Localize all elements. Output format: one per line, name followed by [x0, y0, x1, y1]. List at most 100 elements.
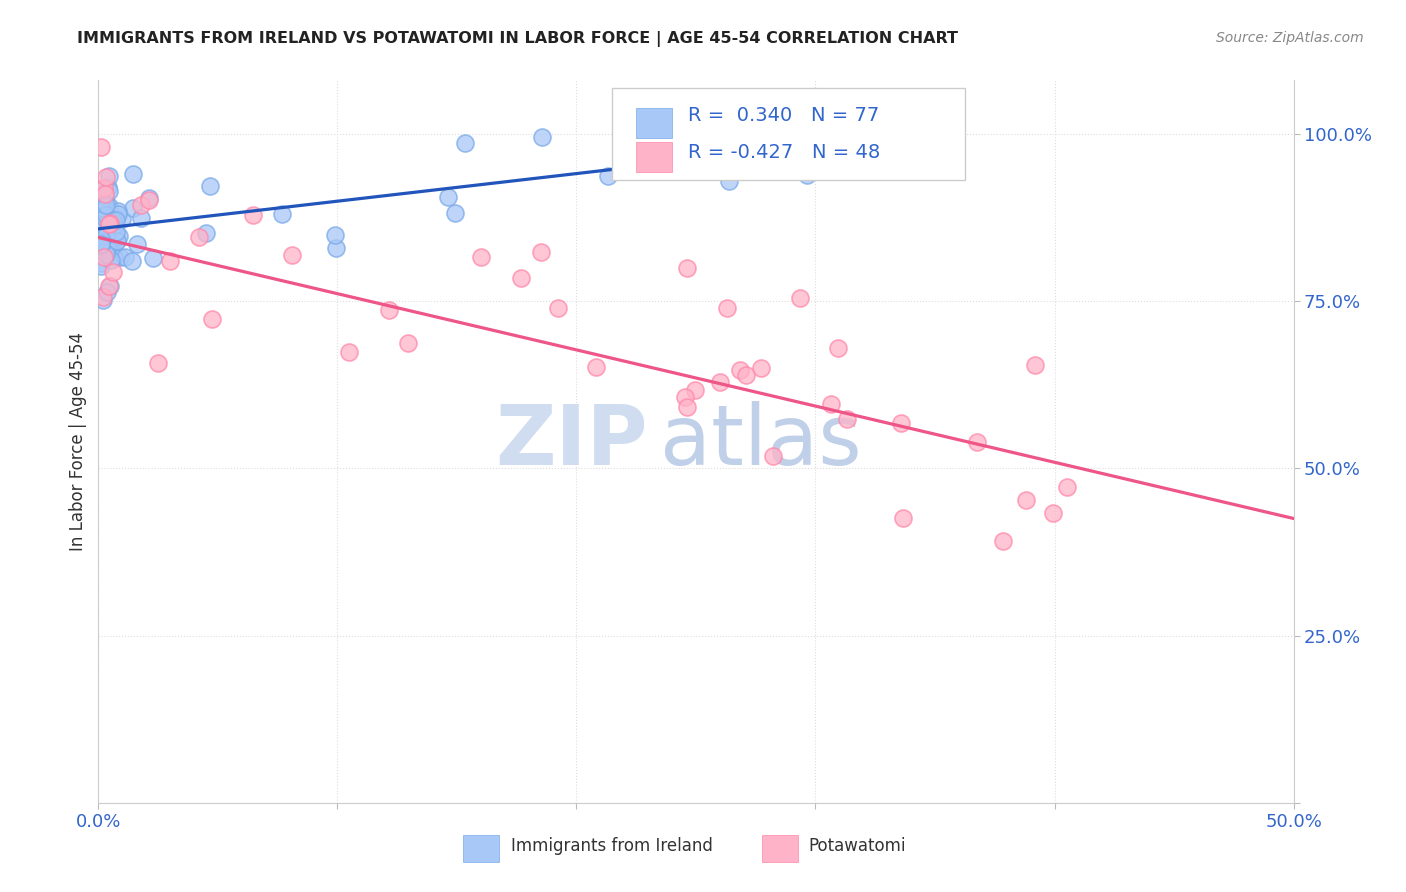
Text: ZIP: ZIP [496, 401, 648, 482]
Point [98, 169, 121, 184]
Text: Source: ZipAtlas.com: Source: ZipAtlas.com [1216, 31, 1364, 45]
Point [443, 206, 465, 220]
Point [789, 291, 811, 305]
Point [96, 285, 118, 299]
Point [585, 359, 607, 374]
Point [90, 238, 112, 252]
Point [1015, 493, 1038, 508]
Point [683, 383, 706, 397]
Point [104, 213, 127, 227]
Point [111, 212, 134, 227]
Point [97, 202, 120, 217]
Point [94, 202, 117, 217]
Point [101, 265, 124, 279]
Point [98, 199, 121, 213]
Point [1042, 507, 1064, 521]
Point [93, 211, 115, 225]
Point [98, 234, 121, 248]
Text: atlas: atlas [661, 401, 862, 482]
Point [159, 254, 181, 268]
Point [377, 303, 399, 318]
Point [1024, 358, 1046, 372]
Point [100, 252, 122, 267]
Point [91, 231, 114, 245]
Point [1056, 480, 1078, 494]
Point [96, 247, 118, 261]
Point [107, 204, 129, 219]
Y-axis label: In Labor Force | Age 45-54: In Labor Force | Age 45-54 [69, 332, 87, 551]
Text: IMMIGRANTS FROM IRELAND VS POTAWATOMI IN LABOR FORCE | AGE 45-54 CORRELATION CHA: IMMIGRANTS FROM IRELAND VS POTAWATOMI IN… [77, 31, 959, 47]
Point [270, 207, 292, 221]
Point [242, 208, 264, 222]
Point [148, 356, 170, 370]
Point [717, 174, 740, 188]
Point [98, 184, 121, 198]
FancyBboxPatch shape [762, 835, 797, 862]
Point [98, 217, 121, 231]
Point [105, 225, 128, 239]
Point [90, 205, 112, 219]
Point [827, 341, 849, 355]
Point [94, 227, 117, 242]
Point [676, 400, 699, 414]
Point [90, 236, 112, 251]
Point [90, 183, 112, 197]
Point [396, 336, 419, 351]
Point [96, 242, 118, 256]
Point [837, 412, 859, 426]
Point [100, 235, 122, 249]
Point [90, 259, 112, 273]
Point [114, 250, 136, 264]
Point [734, 368, 756, 382]
Point [101, 214, 124, 228]
Point [281, 248, 304, 262]
Point [103, 250, 125, 264]
Point [94, 186, 117, 201]
Point [105, 234, 128, 248]
Point [93, 234, 115, 248]
Point [530, 245, 553, 260]
Point [966, 434, 988, 449]
Point [93, 251, 115, 265]
Point [91, 290, 114, 304]
Point [103, 219, 125, 233]
Point [97, 238, 120, 252]
Point [598, 169, 620, 183]
Point [97, 179, 120, 194]
Point [194, 226, 217, 240]
Point [325, 227, 347, 242]
Point [108, 228, 131, 243]
Point [97, 278, 120, 293]
Point [104, 211, 127, 225]
Point [90, 204, 112, 219]
FancyBboxPatch shape [463, 835, 499, 862]
Point [803, 131, 825, 145]
Point [510, 271, 533, 285]
Point [125, 237, 148, 252]
Point [547, 301, 569, 315]
FancyBboxPatch shape [637, 108, 672, 138]
Point [121, 167, 143, 181]
Point [97, 211, 120, 225]
Point [93, 181, 115, 195]
Text: R = -0.427   N = 48: R = -0.427 N = 48 [688, 143, 880, 162]
Point [337, 345, 360, 359]
FancyBboxPatch shape [613, 87, 965, 180]
Point [198, 178, 221, 193]
Point [749, 360, 772, 375]
Point [796, 169, 818, 183]
Point [673, 390, 696, 404]
Point [108, 250, 131, 264]
Point [91, 293, 114, 308]
Point [201, 311, 224, 326]
Point [94, 193, 117, 207]
Point [107, 207, 129, 221]
Point [105, 233, 128, 247]
Point [96, 208, 118, 222]
Point [90, 210, 112, 224]
Point [138, 191, 160, 205]
Point [90, 140, 112, 154]
Point [122, 201, 145, 215]
Point [676, 261, 699, 276]
Point [90, 201, 112, 215]
